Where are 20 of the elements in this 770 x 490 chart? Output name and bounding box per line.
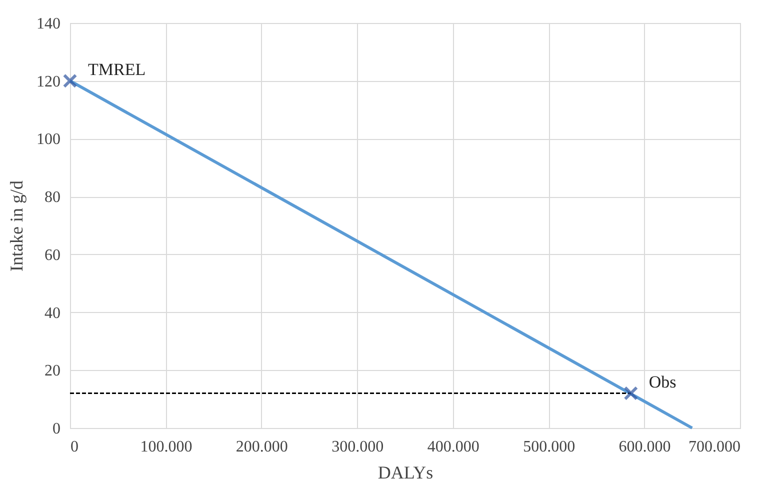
x-tick-label: 100.000	[140, 438, 192, 456]
annotation: Obs	[648, 372, 676, 392]
annotation: TMREL	[88, 60, 146, 79]
y-tick-label: 80	[44, 189, 60, 206]
x-tick-label: 700.000	[688, 438, 740, 456]
x-tick-label: 400.000	[427, 438, 480, 456]
y-tick-label: 20	[44, 362, 60, 380]
y-tick-label: 60	[44, 246, 60, 264]
x-tick-label: 200.000	[236, 438, 288, 456]
x-tick-label: 600.000	[618, 438, 671, 456]
x-tick-label: 500.000	[523, 438, 576, 456]
x-tick-label: 0	[70, 438, 78, 456]
y-tick-label: 120	[36, 73, 60, 90]
y-tick-label: 140	[36, 16, 60, 32]
x-tick-label: 300.000	[332, 438, 384, 456]
y-axis-title: Intake in g/d	[6, 180, 26, 272]
y-tick-label: 0	[52, 420, 60, 438]
y-tick-label: 40	[44, 304, 60, 322]
x-axis-title: DALYs	[378, 462, 434, 482]
y-tick-label: 100	[36, 131, 60, 148]
